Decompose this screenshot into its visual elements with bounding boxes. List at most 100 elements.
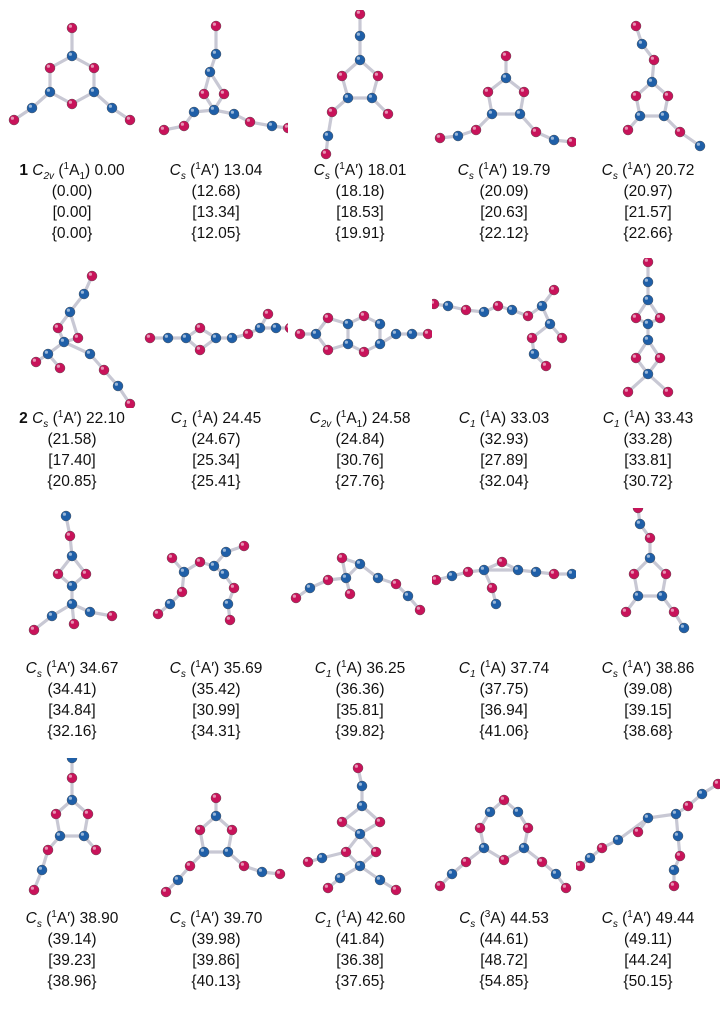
oxygen-atom: [674, 850, 686, 862]
energy-e4: {19.91}: [335, 225, 385, 242]
state-symmetry: A: [490, 660, 501, 677]
atom-highlight: [190, 108, 194, 112]
state-prime: ′: [643, 660, 647, 677]
atom-highlight: [656, 314, 660, 318]
oxygen-atom: [622, 386, 634, 398]
isomer-labels: Cs (1A′) 38.86 (39.08) [39.15] {38.68}: [576, 658, 720, 742]
atom-highlight: [324, 314, 328, 318]
isomer-labels: Cs (1A′) 18.01 (18.18) [18.53] {19.91}: [288, 160, 432, 244]
energy-e4: {34.31}: [191, 723, 241, 740]
atom-highlight: [372, 848, 376, 852]
point-group: C: [25, 910, 37, 927]
molecule-structure: [144, 308, 288, 356]
atom-highlight: [226, 616, 230, 620]
spin-multiplicity: 1: [629, 408, 635, 420]
oxygen-atom: [98, 364, 110, 376]
oxygen-atom: [668, 606, 680, 618]
oxygen-atom: [294, 328, 306, 340]
oxygen-atom: [642, 258, 654, 268]
energy-e3: [39.86]: [192, 952, 240, 969]
isomer-cell: Cs (1A′) 39.70 (39.98) [39.86] {40.13}: [144, 758, 288, 1012]
point-group-sub: s: [612, 919, 618, 931]
oxygen-atom: [632, 508, 644, 514]
isomer-cell: Cs (1A′) 18.01 (18.18) [18.53] {19.91}: [288, 10, 432, 264]
energy-value: 0.00: [94, 162, 125, 179]
energy-e4: {39.82}: [335, 723, 385, 740]
energy-e4: {54.85}: [479, 973, 529, 990]
state-prime: ′: [211, 162, 215, 179]
point-group: C: [602, 410, 614, 427]
point-group-sub: 1: [326, 669, 332, 681]
energy-e4: {32.04}: [479, 473, 529, 490]
oxygen-atom: [522, 310, 534, 322]
atom-highlight: [68, 552, 72, 556]
atom-highlight: [500, 796, 504, 800]
atom-highlight: [74, 334, 78, 338]
carbon-atom: [668, 864, 680, 876]
atom-highlight: [86, 608, 90, 612]
isomer-title: Cs (1A′) 38.86: [601, 658, 695, 681]
carbon-atom: [506, 304, 518, 316]
atom-highlight: [622, 608, 626, 612]
carbon-atom: [484, 806, 496, 818]
carbon-atom: [66, 550, 78, 562]
atom-highlight: [636, 520, 640, 524]
carbon-atom: [656, 590, 668, 602]
atom-highlight: [346, 590, 350, 594]
oxygen-atom: [654, 352, 666, 364]
atom-highlight: [224, 600, 228, 604]
carbon-atom: [46, 610, 58, 622]
energy-e3: [0.00]: [52, 204, 92, 221]
carbon-atom: [106, 102, 118, 114]
molecule-structure: [320, 10, 394, 160]
atom-highlight: [436, 134, 440, 138]
atom-highlight: [28, 104, 32, 108]
oxygen-atom: [644, 532, 656, 544]
carbon-atom: [188, 106, 200, 118]
atom-highlight: [66, 308, 70, 312]
isomer-cell: Cs (1A′) 13.04 (12.68) [13.34] {12.05}: [144, 10, 288, 264]
carbon-atom: [218, 568, 230, 580]
oxygen-atom: [28, 624, 40, 636]
isomer-labels: C1 (1A) 33.03 (32.93) [27.89] {32.04}: [432, 408, 576, 492]
atom-highlight: [644, 814, 648, 818]
point-group: C: [32, 162, 44, 179]
molecule-structure: [620, 508, 690, 634]
point-group: C: [457, 162, 469, 179]
carbon-atom: [208, 560, 220, 572]
atom-highlight: [62, 512, 66, 516]
energy-e2: (18.18): [335, 183, 385, 200]
energy-e2: (21.58): [47, 431, 97, 448]
energy-e3: [30.76]: [336, 452, 384, 469]
molecule-structure: [622, 20, 706, 152]
oxygen-atom: [500, 50, 512, 62]
atom-highlight: [662, 570, 666, 574]
atom-highlight: [500, 856, 504, 860]
atom-highlight: [344, 94, 348, 98]
atom-highlight: [68, 52, 72, 56]
atom-highlight: [658, 592, 662, 596]
atom-highlight: [338, 72, 342, 76]
oxygen-atom: [434, 132, 446, 144]
oxygen-atom: [82, 808, 94, 820]
energy-e3: [34.84]: [48, 702, 96, 719]
energy-e4: {37.65}: [335, 973, 385, 990]
oxygen-atom: [496, 556, 508, 568]
atom-highlight: [80, 290, 84, 294]
carbon-atom: [696, 788, 708, 800]
carbon-atom: [270, 322, 282, 334]
oxygen-atom: [68, 618, 80, 630]
energy-e2: (34.41): [47, 681, 97, 698]
energy-e2: (12.68): [191, 183, 241, 200]
isomer-cell: Cs (1A′) 49.44 (49.11) [44.24] {50.15}: [576, 758, 720, 1012]
energy-e3: [44.24]: [624, 952, 672, 969]
isomer-title: Cs (1A′) 18.01: [313, 160, 407, 183]
state-symmetry: A: [634, 410, 645, 427]
isomer-cell: Cs (1A′) 34.67 (34.41) [34.84] {32.16}: [0, 508, 144, 762]
oxygen-atom: [390, 884, 402, 896]
energy-value: 35.69: [223, 660, 263, 677]
atom-highlight: [220, 570, 224, 574]
atom-highlight: [68, 24, 72, 28]
atom-highlight: [486, 808, 490, 812]
atom-highlight: [68, 796, 72, 800]
